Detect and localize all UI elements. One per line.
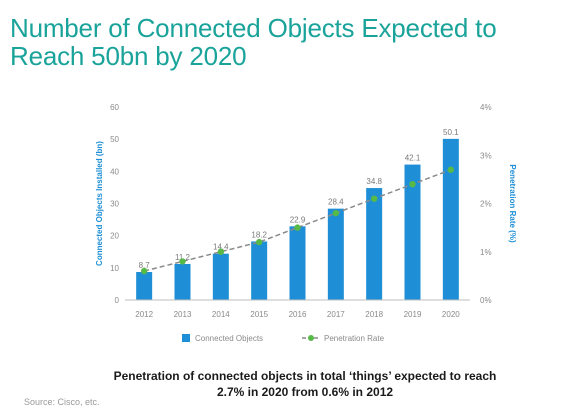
x-tick-label: 2013	[174, 310, 192, 319]
y2-tick-label: 0%	[480, 296, 492, 305]
source-note: Source: Cisco, etc.	[24, 397, 100, 407]
bar-value-label: 18.2	[251, 230, 267, 239]
x-tick-label: 2019	[404, 310, 422, 319]
legend: Connected Objects Penetration Rate	[182, 334, 385, 343]
penetration-point	[332, 209, 340, 217]
bar-value-label: 14.4	[213, 243, 229, 252]
penetration-point	[447, 166, 455, 173]
y-tick-label: 60	[110, 103, 119, 112]
penetration-point	[294, 224, 301, 231]
bar-value-label: 22.9	[290, 215, 306, 224]
legend-swatch-connected-objects	[182, 334, 190, 342]
bar-value-label: 28.4	[328, 198, 344, 207]
y2-tick-label: 1%	[480, 248, 492, 257]
x-axis: 2012 2013 2014 2015 2016 2017 2018 2019 2020	[125, 299, 470, 319]
chart-title: Number of Connected Objects Expected to …	[10, 13, 497, 71]
penetration-point	[409, 181, 416, 188]
y-axis-title: Connected Objects Installed (bn)	[95, 141, 104, 266]
penetration-line	[140, 166, 455, 275]
penetration-point	[140, 267, 148, 275]
y-tick-label: 50	[110, 135, 119, 144]
y-axis-right: 0% 1% 2% 3% 4% Penetration Rate (%)	[480, 103, 517, 305]
penetration-point	[217, 248, 225, 255]
y2-tick-label: 4%	[480, 103, 492, 112]
x-tick-label: 2015	[250, 310, 268, 319]
bar	[442, 138, 459, 300]
bar	[174, 263, 191, 300]
y-tick-label: 30	[110, 200, 119, 209]
bar	[212, 253, 229, 300]
bar-value-label: 50.1	[443, 128, 459, 137]
bars	[136, 138, 459, 300]
caption: Penetration of connected objects in tota…	[113, 369, 497, 399]
y-axis-left: 0 10 20 30 40 50 60 Connected Objects Installed…	[95, 103, 120, 305]
penetration-line-path	[143, 169, 452, 272]
x-tick-label: 2016	[289, 310, 307, 319]
x-tick-label: 2012	[135, 310, 153, 319]
bar	[136, 272, 153, 300]
y-tick-label: 0	[115, 296, 120, 305]
bar	[404, 164, 421, 300]
bar	[366, 188, 383, 300]
y2-axis-title: Penetration Rate (%)	[508, 164, 517, 243]
bar	[289, 226, 306, 300]
bar	[327, 208, 344, 300]
bar-labels: 8.7 11.2 14.4 18.2 22.9 28.4 34.8 42.1 50.1	[139, 128, 460, 270]
penetration-point	[370, 195, 378, 202]
x-tick-label: 2018	[365, 310, 383, 319]
y-tick-label: 40	[110, 167, 119, 176]
legend-label-connected-objects: Connected Objects	[195, 334, 263, 343]
y2-tick-label: 2%	[480, 200, 492, 209]
bar-value-label: 8.7	[139, 261, 151, 270]
bar-value-label: 11.2	[175, 253, 191, 262]
legend-marker-penetration	[308, 335, 314, 341]
x-tick-label: 2020	[442, 310, 460, 319]
bar-value-label: 34.8	[366, 177, 382, 186]
bar-value-label: 42.1	[405, 154, 421, 163]
x-tick-label: 2017	[327, 310, 345, 319]
y2-tick-label: 3%	[480, 151, 492, 160]
penetration-point	[179, 258, 186, 265]
y-tick-label: 20	[110, 232, 119, 241]
bar	[251, 241, 268, 300]
x-tick-label: 2014	[212, 310, 230, 319]
legend-label-penetration: Penetration Rate	[324, 334, 385, 343]
penetration-point	[255, 238, 263, 246]
y-tick-label: 10	[110, 264, 119, 273]
